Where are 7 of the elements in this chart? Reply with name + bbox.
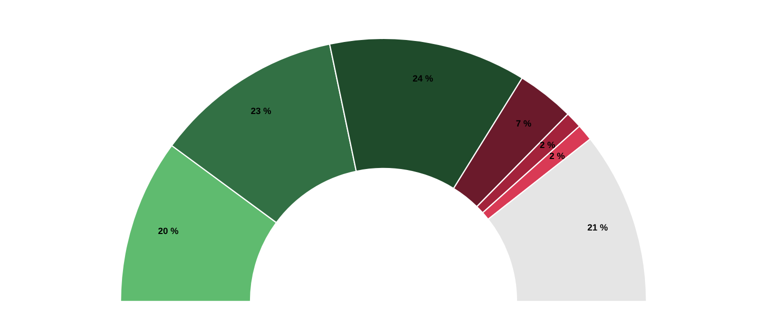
data-label: 24 % xyxy=(412,73,434,84)
data-label: 20 % xyxy=(158,226,178,236)
data-label: 2 % xyxy=(540,140,556,150)
data-label: 7 % xyxy=(516,118,532,128)
data-label: 2 % xyxy=(549,150,565,161)
data-label: 21 % xyxy=(587,222,608,232)
data-label: 23 % xyxy=(250,106,272,116)
